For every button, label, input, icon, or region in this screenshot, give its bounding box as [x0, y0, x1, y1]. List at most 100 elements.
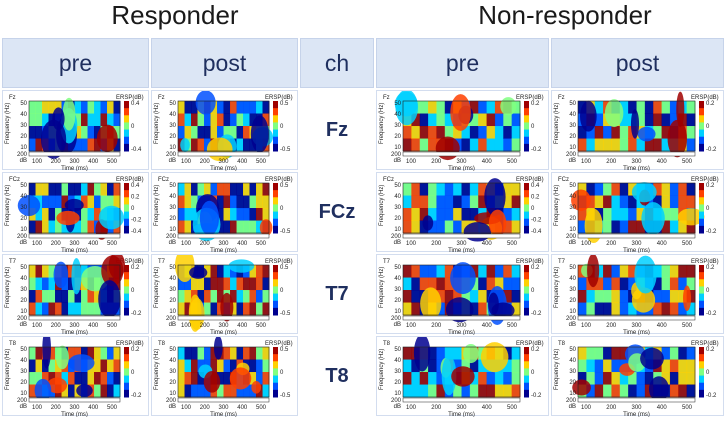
heatmap-patch — [436, 208, 446, 221]
heatmap-patch — [661, 101, 671, 114]
colorbar-segment — [699, 115, 704, 123]
ersp-label: ERSP(dB) — [116, 95, 144, 101]
heatmap-patch — [48, 208, 56, 221]
cell-fz-pre-responder: Fz ERSP(dB) 50 40 30 20 10 Frequency (Hz) 200 dB 1… — [2, 90, 149, 171]
heatmap-patch — [653, 113, 663, 127]
colorbar-tick-label: 0 — [131, 206, 135, 212]
heatmap-patch — [686, 113, 696, 127]
colorbar-segment — [524, 272, 529, 280]
heatmap-blob — [637, 126, 656, 142]
heatmap-patch — [210, 265, 218, 278]
x-axis-label: Time (ms) — [210, 248, 237, 253]
heatmap-patch — [653, 290, 663, 303]
x-first-tick: 200 — [166, 152, 177, 158]
heatmap-patch — [661, 113, 671, 127]
heatmap-patch — [411, 265, 421, 278]
colorbar-segment — [124, 375, 129, 384]
cell-t7-post-responder: T7 ERSP(dB) 50 40 30 20 10 Frequency (Hz) 200 dB 1… — [151, 254, 298, 335]
heatmap-blob — [441, 355, 457, 396]
heatmap-patch — [256, 195, 263, 209]
heatmap-patch — [411, 290, 421, 303]
heatmap-patch — [223, 220, 231, 234]
heatmap-patch — [436, 265, 446, 278]
heatmap-patch — [469, 101, 479, 114]
heatmap-patch — [48, 290, 56, 303]
y-tick-label: 20 — [394, 134, 401, 140]
heatmap-patch — [35, 302, 43, 316]
heatmap-patch — [55, 195, 62, 209]
heatmap-patch — [411, 195, 421, 209]
x-first-tick: 200 — [17, 316, 28, 322]
y-tick-label: 20 — [569, 380, 576, 386]
heatmap-patch — [236, 277, 244, 291]
channel-label-t8: T8 — [300, 336, 374, 416]
heatmap-patch — [628, 302, 637, 316]
colorbar-tick-label: 0 — [131, 124, 135, 130]
heatmap-patch — [611, 372, 621, 385]
y-tick-label: 30 — [169, 287, 176, 293]
heatmap-patch — [191, 384, 198, 398]
y-tick-label: 10 — [20, 227, 27, 233]
heatmap-patch — [403, 359, 412, 373]
heatmap-patch — [29, 277, 36, 291]
plot-channel-label: Fz — [9, 95, 16, 101]
heatmap-patch — [461, 384, 471, 398]
heatmap-patch — [494, 265, 504, 278]
heatmap-blob — [98, 280, 121, 318]
x-tick-label: 200 — [431, 405, 442, 411]
heatmap-patch — [603, 265, 612, 278]
x-tick-label: 500 — [507, 405, 518, 411]
heatmap-patch — [478, 195, 488, 209]
colorbar-tick-label: 0.4 — [131, 101, 140, 107]
x-tick-label: 400 — [88, 405, 99, 411]
heatmap-patch — [210, 183, 218, 196]
heatmap-patch — [55, 183, 62, 196]
y-tick-label: 50 — [169, 265, 176, 271]
heatmap-patch — [42, 183, 49, 196]
heatmap-patch — [403, 302, 412, 316]
heatmap-patch — [94, 359, 101, 373]
heatmap-blob — [56, 210, 80, 226]
colorbar-segment — [699, 197, 704, 205]
heatmap-blob — [206, 137, 233, 162]
ersp-label: ERSP(dB) — [116, 259, 144, 265]
heatmap-patch — [87, 208, 95, 221]
heatmap-patch — [503, 265, 513, 278]
y-axis-label: Frequency (Hz) — [379, 267, 385, 308]
heatmap-patch — [411, 220, 421, 234]
heatmap-patch — [503, 183, 513, 196]
x-tick-label: 200 — [606, 405, 617, 411]
heatmap-blob — [488, 292, 499, 316]
heatmap-patch — [61, 302, 69, 316]
heatmap-patch — [230, 113, 237, 127]
colorbar-segment — [699, 108, 704, 116]
heatmap-patch — [628, 277, 637, 291]
heatmap-blob — [634, 255, 657, 294]
heatmap-patch — [628, 372, 637, 385]
y-tick-label: 20 — [20, 298, 27, 304]
heatmap-patch — [184, 113, 192, 127]
heatmap-patch — [29, 359, 36, 373]
colorbar-segment — [273, 293, 278, 302]
heatmap-patch — [478, 359, 488, 373]
heatmap-patch — [178, 277, 185, 291]
heatmap-patch — [478, 384, 488, 398]
heatmap-patch — [603, 195, 612, 209]
y-tick-label: 40 — [20, 276, 27, 282]
heatmap-patch — [35, 208, 43, 221]
heatmap-patch — [419, 208, 429, 221]
colorbar-tick-label: 0.5 — [280, 183, 289, 189]
colorbar-tick-label: 0.2 — [531, 195, 540, 201]
y-tick-label: 10 — [20, 309, 27, 315]
heatmap-patch — [594, 101, 604, 114]
heatmap-patch — [578, 138, 587, 152]
y-tick-label: 50 — [569, 347, 576, 353]
heatmap-patch — [619, 101, 629, 114]
heatmap-patch — [511, 302, 521, 316]
x-axis-label: Time (ms) — [448, 412, 475, 417]
colorbar-tick-label: -0.2 — [706, 229, 717, 235]
heatmap-patch — [628, 265, 637, 278]
heatmap-patch — [578, 302, 587, 316]
heatmap-patch — [486, 101, 496, 114]
